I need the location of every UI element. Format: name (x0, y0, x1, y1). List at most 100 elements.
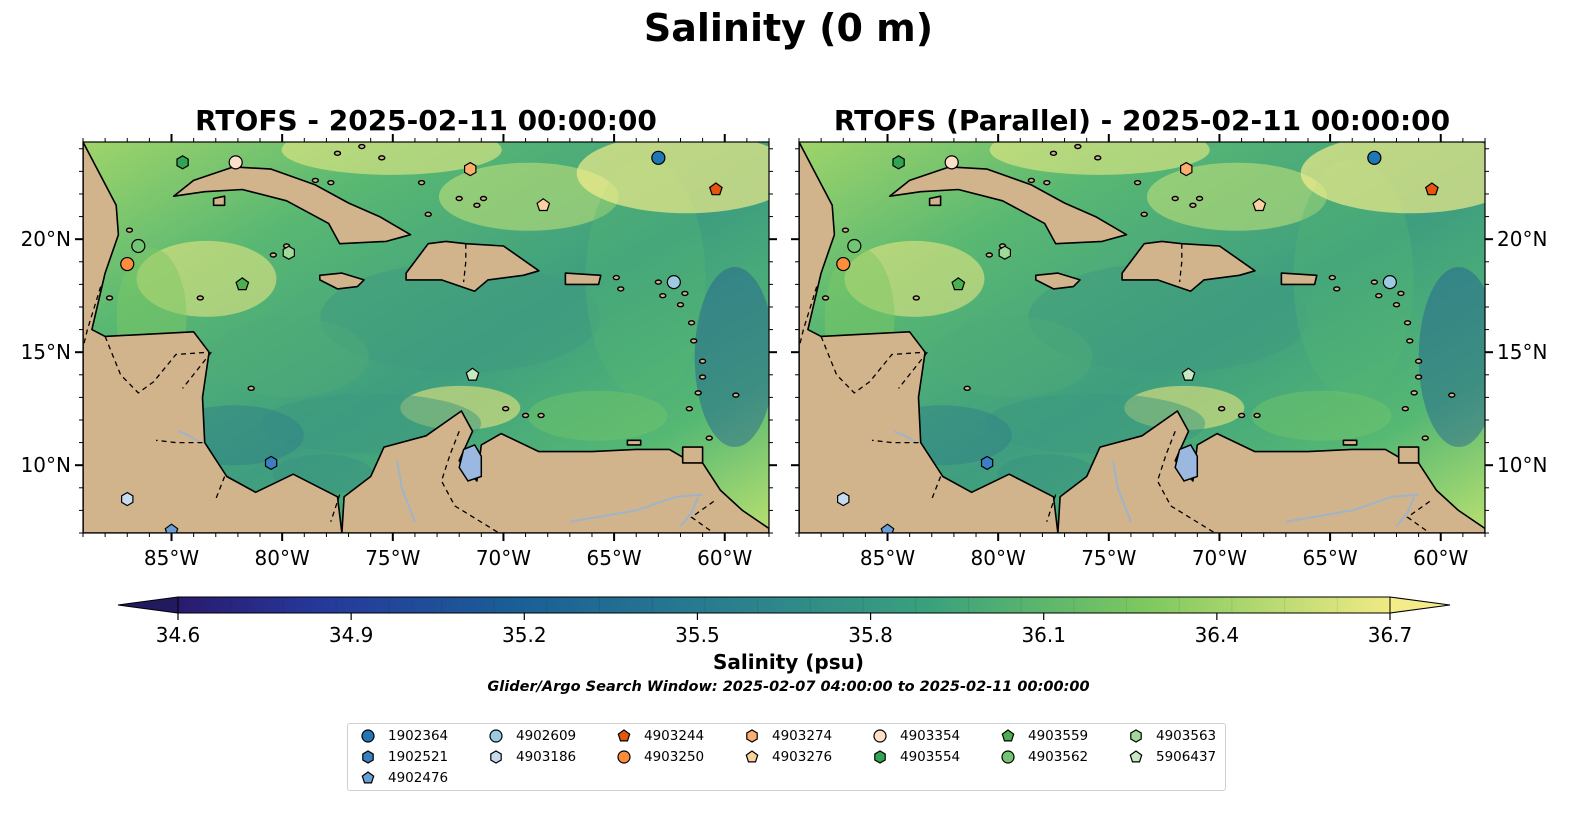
island (1333, 286, 1341, 292)
float-marker-5906437 (1181, 367, 1196, 381)
land-mass (799, 142, 1059, 533)
float-marker-4903250 (836, 256, 851, 272)
float-marker-4902476 (880, 523, 895, 533)
float-marker-4903274 (1179, 161, 1193, 177)
figure-title: Salinity (0 m) (643, 6, 934, 50)
float-marker-1902364 (1367, 150, 1382, 165)
island (1403, 320, 1412, 326)
float-marker-4902476 (164, 523, 179, 533)
legend-item-4903274: 4903274 (744, 728, 832, 744)
salinity-eddy (320, 262, 601, 373)
island (1375, 292, 1383, 299)
land-mass (83, 142, 343, 533)
float-marker-4902609 (666, 275, 681, 290)
salinity-eddy (1028, 262, 1309, 373)
island (378, 155, 386, 161)
land-mass (564, 272, 602, 286)
float-marker-4903554 (892, 155, 905, 170)
legend-marker (745, 750, 759, 763)
country-border (155, 439, 203, 444)
island (732, 392, 740, 398)
right-panel-title: RTOFS (Parallel) - 2025-02-11 00:00:00 (833, 104, 1451, 137)
float-marker-4903354 (228, 155, 243, 170)
island (681, 290, 689, 297)
island (455, 195, 463, 202)
island (537, 412, 545, 419)
lat-tick-label: 10°N (21, 453, 71, 477)
island (1074, 143, 1082, 150)
float-marker-4903244 (708, 182, 723, 196)
island (1397, 290, 1405, 297)
river (1112, 460, 1132, 523)
river (679, 496, 700, 527)
colorbar-tick-label: 36.4 (1195, 623, 1240, 647)
island (1043, 179, 1051, 186)
island (1217, 405, 1226, 412)
search-window-note: Glider/Argo Search Window: 2025-02-07 04… (487, 679, 1090, 695)
float-marker-1902364 (651, 150, 666, 165)
island (912, 295, 920, 301)
salinity-eddy (932, 317, 1093, 398)
legend-marker (617, 729, 631, 742)
legend-label: 1902364 (388, 728, 449, 744)
lon-tick-label: 85°W (144, 546, 199, 570)
legend-label: 4902476 (388, 770, 449, 786)
colorbar-tick-label: 34.9 (329, 623, 374, 647)
island (417, 179, 426, 186)
country-border (898, 351, 928, 389)
float-marker-4903563 (282, 245, 295, 260)
float-marker-4903274 (464, 161, 477, 177)
legend-item-4903186: 4903186 (488, 749, 576, 765)
float-marker-4903186 (836, 491, 850, 507)
legend-label: 4903244 (644, 728, 705, 744)
island (1401, 405, 1410, 412)
legend-marker (489, 729, 503, 743)
float-legend: 1902364 1902521 4902476 4902609 4903186 49032… (347, 723, 1226, 791)
legend-label: 4903274 (772, 728, 833, 744)
island (1237, 412, 1246, 419)
left-panel-title: RTOFS - 2025-02-11 00:00:00 (195, 104, 657, 137)
lon-tick-label: 80°W (255, 546, 310, 570)
float-marker-5906437 (465, 367, 480, 381)
country-border (1178, 243, 1183, 283)
island (821, 295, 830, 301)
legend-item-4903554: 4903554 (872, 749, 960, 765)
island (1414, 374, 1423, 380)
colorbar-tick-label: 34.6 (156, 623, 201, 647)
salinity-eddy (576, 142, 769, 214)
island (963, 385, 971, 392)
lake-maracaibo (458, 443, 483, 482)
river (1285, 493, 1419, 523)
pentagon-marker-icon (745, 750, 759, 763)
land-mass (212, 195, 226, 207)
island (311, 177, 320, 184)
float-marker-4902609 (1382, 275, 1397, 290)
island (694, 390, 702, 396)
salinity-eddy (1251, 390, 1392, 441)
river (893, 430, 917, 444)
legend-label: 1902521 (388, 749, 449, 765)
island (196, 295, 204, 301)
land-mass (1121, 240, 1256, 293)
island (1410, 390, 1418, 396)
float-marker-4903563 (998, 245, 1012, 260)
island (654, 279, 663, 285)
island (685, 405, 694, 412)
country-border (83, 286, 102, 348)
legend-marker (746, 729, 758, 743)
lat-tick-label: 15°N (1497, 340, 1547, 364)
island (1414, 358, 1423, 364)
float-marker-1902521 (980, 455, 994, 471)
float-marker-4903554 (176, 155, 189, 170)
circle-marker-icon (1001, 750, 1015, 764)
legend-marker (490, 750, 502, 764)
lon-tick-label: 85°W (860, 546, 915, 570)
salinity-eddy (527, 390, 668, 441)
legend-marker (361, 729, 375, 743)
legend-label: 4903186 (516, 749, 577, 765)
island (659, 292, 667, 299)
colorbar-tick-label: 36.1 (1021, 623, 1066, 647)
legend-item-1902364: 1902364 (360, 728, 448, 744)
hexagon-marker-icon (746, 729, 758, 743)
